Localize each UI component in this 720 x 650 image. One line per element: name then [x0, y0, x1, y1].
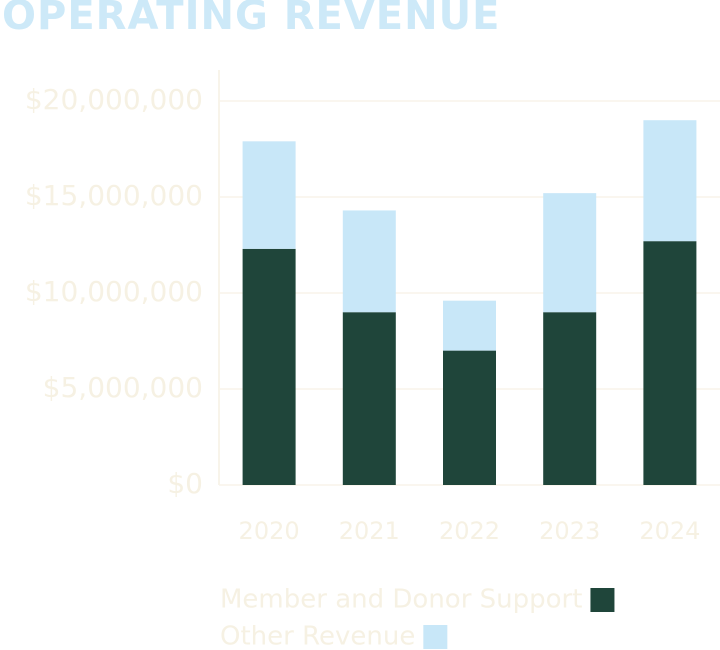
y-tick-label: $5,000,000 [43, 371, 203, 404]
bar-segment [543, 193, 597, 313]
y-tick-label: $20,000,000 [25, 83, 203, 116]
legend-swatch [590, 588, 615, 612]
x-tick-label: 2021 [339, 517, 400, 545]
legend-label: Other Revenue [220, 622, 415, 650]
x-tick-label: 2022 [439, 517, 500, 545]
legend-swatch [423, 625, 448, 649]
chart-title: OPERATING REVENUE [2, 0, 500, 39]
bar-segment [242, 248, 296, 485]
bar-segment [543, 312, 597, 485]
bar-segment [342, 312, 396, 485]
y-tick-label: $0 [167, 467, 203, 500]
x-tick-label: 2020 [239, 517, 300, 545]
x-tick-label: 2023 [539, 517, 600, 545]
y-tick-label: $15,000,000 [25, 179, 203, 212]
bar-segment [242, 141, 296, 249]
bar-segment [443, 350, 496, 485]
y-tick-label: $10,000,000 [25, 275, 203, 308]
x-tick-label: 2024 [639, 517, 700, 545]
bar-segment [643, 120, 697, 242]
bar-segment [342, 210, 396, 313]
bar-segment [443, 300, 496, 351]
bar-segment [643, 241, 697, 485]
legend-label: Member and Donor Support [220, 585, 582, 615]
